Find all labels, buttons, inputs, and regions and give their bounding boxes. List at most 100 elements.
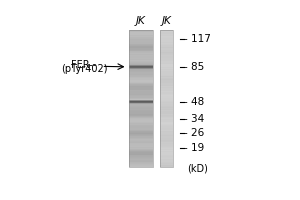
Bar bbox=[129, 72, 153, 74]
Bar bbox=[129, 141, 153, 142]
Bar bbox=[160, 130, 173, 131]
Bar bbox=[129, 55, 153, 56]
Bar bbox=[129, 165, 153, 166]
Bar bbox=[129, 60, 153, 61]
Bar bbox=[160, 127, 173, 128]
Bar bbox=[160, 76, 173, 77]
Bar bbox=[160, 112, 173, 114]
Bar bbox=[160, 30, 173, 31]
Bar bbox=[129, 75, 153, 76]
Bar bbox=[129, 68, 153, 69]
Bar bbox=[160, 106, 173, 107]
Bar bbox=[129, 112, 153, 114]
Bar bbox=[129, 155, 153, 156]
Bar bbox=[160, 159, 173, 160]
Bar bbox=[160, 115, 173, 116]
Text: (kD): (kD) bbox=[187, 163, 208, 173]
Bar bbox=[160, 51, 173, 52]
Bar bbox=[129, 158, 153, 159]
Bar bbox=[129, 102, 153, 103]
Bar bbox=[129, 47, 153, 48]
Bar bbox=[129, 34, 153, 35]
Bar bbox=[129, 78, 153, 79]
Text: - 117: - 117 bbox=[184, 34, 211, 44]
Bar bbox=[129, 82, 153, 83]
Bar bbox=[129, 147, 153, 148]
Bar bbox=[129, 136, 153, 138]
Bar bbox=[160, 162, 173, 163]
Bar bbox=[160, 140, 173, 141]
Bar bbox=[160, 55, 173, 56]
Bar bbox=[160, 68, 173, 69]
Bar bbox=[129, 122, 153, 123]
Bar bbox=[160, 122, 173, 123]
Bar bbox=[160, 82, 173, 83]
Bar bbox=[160, 104, 173, 106]
Bar bbox=[160, 60, 173, 61]
Bar bbox=[129, 154, 153, 155]
Bar bbox=[129, 31, 153, 32]
Bar bbox=[160, 102, 173, 103]
Bar bbox=[129, 38, 153, 39]
Text: JK: JK bbox=[162, 16, 171, 26]
Text: - 48: - 48 bbox=[184, 97, 205, 107]
Bar bbox=[160, 93, 173, 94]
Bar bbox=[160, 128, 173, 130]
Bar bbox=[160, 66, 173, 67]
Bar bbox=[129, 61, 153, 62]
Text: JK: JK bbox=[136, 16, 146, 26]
Bar bbox=[129, 159, 153, 160]
Bar bbox=[160, 75, 173, 76]
Text: (pTyr402): (pTyr402) bbox=[61, 64, 107, 74]
Bar bbox=[160, 154, 173, 155]
Bar bbox=[160, 98, 173, 99]
Bar bbox=[129, 162, 153, 163]
Bar bbox=[160, 40, 173, 42]
Bar bbox=[129, 130, 153, 131]
Bar bbox=[129, 42, 153, 43]
Bar bbox=[160, 52, 173, 53]
Bar bbox=[160, 95, 173, 96]
Bar bbox=[160, 42, 173, 43]
Bar bbox=[160, 96, 173, 98]
Bar bbox=[129, 166, 153, 167]
Bar bbox=[160, 144, 173, 146]
Bar bbox=[160, 31, 173, 32]
Bar bbox=[129, 140, 153, 141]
Bar bbox=[160, 77, 173, 78]
Text: - 19: - 19 bbox=[184, 143, 205, 153]
Bar bbox=[129, 48, 153, 50]
Bar bbox=[160, 158, 173, 159]
Bar bbox=[129, 62, 153, 63]
Bar bbox=[160, 83, 173, 84]
Bar bbox=[129, 67, 153, 68]
Bar bbox=[129, 111, 153, 112]
Bar bbox=[129, 133, 153, 134]
Bar bbox=[129, 152, 153, 154]
Bar bbox=[160, 50, 173, 51]
Bar bbox=[129, 50, 153, 51]
Bar bbox=[160, 36, 173, 37]
Bar bbox=[160, 146, 173, 147]
Bar bbox=[160, 138, 173, 139]
Bar bbox=[160, 91, 173, 92]
Bar bbox=[160, 117, 173, 118]
Bar bbox=[160, 69, 173, 70]
Bar bbox=[160, 39, 173, 40]
Bar bbox=[129, 100, 153, 101]
Bar bbox=[129, 101, 153, 102]
Bar bbox=[129, 138, 153, 139]
Bar bbox=[129, 83, 153, 84]
Bar bbox=[160, 30, 173, 167]
Bar bbox=[160, 149, 173, 150]
Bar bbox=[160, 62, 173, 63]
Bar bbox=[160, 152, 173, 154]
Bar bbox=[160, 108, 173, 109]
Bar bbox=[129, 132, 153, 133]
Bar bbox=[160, 136, 173, 138]
Bar bbox=[129, 64, 153, 66]
Bar bbox=[160, 164, 173, 165]
Bar bbox=[160, 34, 173, 35]
Bar bbox=[160, 141, 173, 142]
Bar bbox=[160, 166, 173, 167]
